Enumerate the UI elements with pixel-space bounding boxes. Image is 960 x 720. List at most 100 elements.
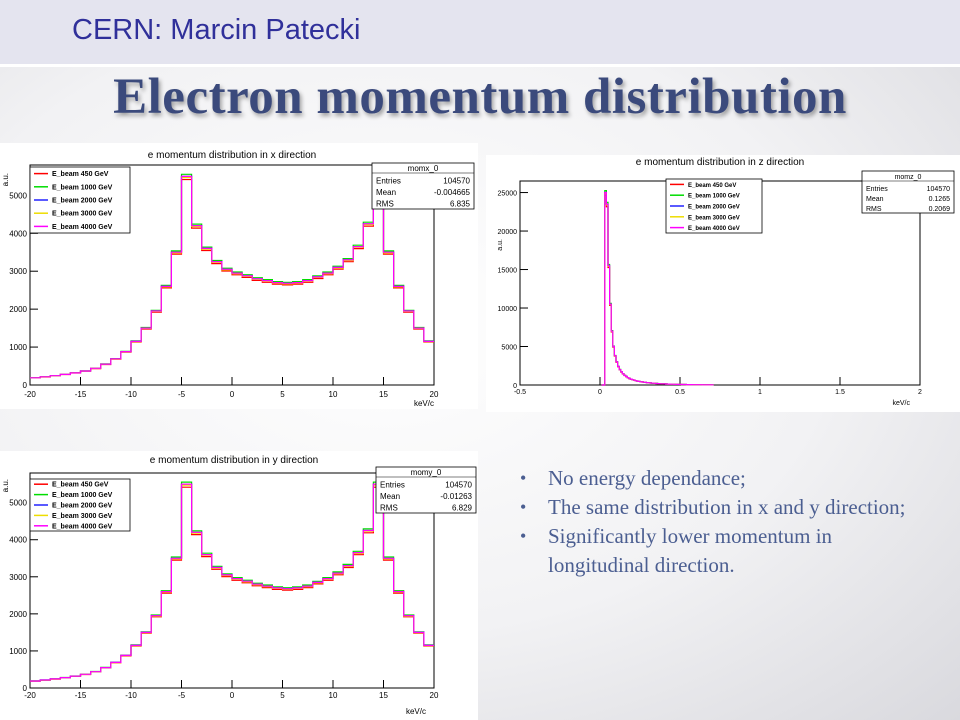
x-tick-label: 0.5: [675, 389, 685, 396]
stats-value: 104570: [927, 186, 950, 193]
x-tick-label: 15: [379, 691, 388, 700]
x-axis-label: keV/c: [414, 399, 434, 408]
legend-entry: E_beam 2000 GeV: [52, 198, 113, 205]
chart-z: e momentum distribution in z direction a.…: [497, 157, 955, 407]
stats-label: Mean: [866, 196, 884, 203]
stats-value: 6.835: [450, 199, 471, 208]
stats-box: [371, 162, 475, 210]
stats-box: [375, 466, 477, 514]
x-tick-label: 20: [430, 691, 439, 700]
legend-entry: E_beam 2000 GeV: [52, 503, 113, 510]
y-tick-label: 4000: [9, 229, 27, 238]
stats-label: Mean: [380, 492, 400, 501]
y-tick-label: 3000: [9, 573, 27, 582]
stats-value: 0.1265: [929, 196, 951, 203]
x-axis-label: keV/c: [406, 707, 426, 716]
chart-x: e momentum distribution in x direction a.…: [1, 150, 475, 408]
y-tick-label: 5000: [9, 191, 27, 200]
legend-entry: E_beam 1000 GeV: [52, 492, 113, 499]
x-tick-label: -15: [75, 691, 87, 700]
stats-value: -0.01263: [440, 492, 472, 501]
y-tick-label: 15000: [498, 268, 518, 275]
y-axis-label: a.u.: [497, 239, 504, 251]
chart-title: e momentum distribution in y direction: [150, 455, 318, 466]
stats-value: 104570: [445, 481, 472, 490]
y-tick-label: 4000: [9, 536, 27, 545]
y-tick-label: 5000: [501, 345, 517, 352]
chart-x-panel: e momentum distribution in x direction a.…: [0, 143, 478, 409]
y-tick-label: 1000: [9, 343, 27, 352]
legend-entry: E_beam 1000 GeV: [688, 194, 740, 200]
legend-entry: E_beam 450 GeV: [52, 482, 109, 489]
chart-y: e momentum distribution in y direction a.…: [1, 455, 477, 716]
stats-value: -0.004665: [434, 188, 471, 197]
slide-title: Electron momentum distribution: [113, 69, 847, 125]
chart-title: e momentum distribution in z direction: [636, 157, 804, 168]
x-tick-label: -5: [178, 691, 186, 700]
x-tick-label: -0.5: [514, 389, 526, 396]
x-tick-label: 10: [329, 691, 338, 700]
histogram-series-line: [30, 483, 434, 682]
stats-label: Entries: [380, 481, 405, 490]
header-bar: CERN: Marcin Patecki: [0, 0, 960, 67]
stats-label: RMS: [376, 199, 394, 208]
bullet-dot-icon: •: [520, 468, 527, 488]
y-tick-label: 2000: [9, 305, 27, 314]
legend-entry: E_beam 4000 GeV: [52, 224, 113, 231]
x-tick-label: 10: [329, 390, 338, 399]
stats-box: [861, 170, 955, 214]
y-axis-label: a.u.: [1, 479, 10, 492]
legend-entry: E_beam 2000 GeV: [688, 205, 740, 211]
x-tick-label: 5: [280, 691, 285, 700]
stats-value: 6.829: [452, 503, 473, 512]
legend-entry: E_beam 4000 GeV: [688, 226, 740, 232]
y-tick-label: 10000: [498, 306, 518, 313]
y-tick-label: 0: [513, 383, 517, 390]
x-tick-label: -5: [178, 390, 186, 399]
stats-label: RMS: [380, 503, 398, 512]
bullet-text: The same distribution in x and y directi…: [548, 495, 906, 519]
x-tick-label: 5: [280, 390, 285, 399]
chart-title: e momentum distribution in x direction: [148, 150, 316, 161]
x-tick-label: 15: [379, 390, 388, 399]
histogram-series-line: [30, 175, 434, 379]
x-tick-label: 1: [758, 389, 762, 396]
header-author: CERN: Marcin Patecki: [72, 14, 361, 46]
bullet-item: • The same distribution in x and y direct…: [516, 493, 936, 522]
bullet-item: • No energy dependance;: [516, 464, 936, 493]
legend-entry: E_beam 450 GeV: [688, 183, 736, 189]
stats-value: 104570: [443, 177, 470, 186]
stats-value: 0.2069: [929, 206, 951, 213]
x-axis-label: keV/c: [892, 400, 910, 407]
stats-label: RMS: [866, 206, 882, 213]
x-tick-label: 0: [230, 390, 235, 399]
legend-entry: E_beam 450 GeV: [52, 171, 109, 178]
x-tick-label: 0: [230, 691, 235, 700]
x-tick-label: 2: [918, 389, 922, 396]
y-tick-label: 0: [23, 684, 28, 693]
histogram-series-line: [601, 191, 714, 386]
stats-name: momy_0: [411, 468, 442, 477]
y-tick-label: 1000: [9, 647, 27, 656]
chart-y-panel: e momentum distribution in y direction a.…: [0, 451, 478, 720]
bullet-dot-icon: •: [520, 497, 527, 517]
legend-entry: E_beam 3000 GeV: [688, 215, 740, 221]
y-tick-label: 3000: [9, 267, 27, 276]
stats-label: Mean: [376, 188, 396, 197]
bullet-dot-icon: •: [520, 526, 527, 546]
y-tick-label: 5000: [9, 499, 27, 508]
x-tick-label: -20: [24, 691, 36, 700]
legend-entry: E_beam 1000 GeV: [52, 184, 113, 191]
legend-entry: E_beam 4000 GeV: [52, 523, 113, 530]
x-tick-label: -10: [125, 691, 137, 700]
y-tick-label: 2000: [9, 610, 27, 619]
legend-entry: E_beam 3000 GeV: [52, 211, 113, 218]
bullet-text: Significantly lower momentum in longitud…: [548, 524, 833, 577]
stats-name: momx_0: [408, 164, 439, 173]
chart-z-panel: e momentum distribution in z direction a.…: [486, 155, 960, 412]
y-axis-label: a.u.: [1, 173, 10, 186]
bullet-text: No energy dependance;: [548, 466, 746, 490]
x-tick-label: 0: [598, 389, 602, 396]
stats-label: Entries: [376, 177, 401, 186]
bullet-item: • Significantly lower momentum in longitu…: [516, 522, 936, 580]
